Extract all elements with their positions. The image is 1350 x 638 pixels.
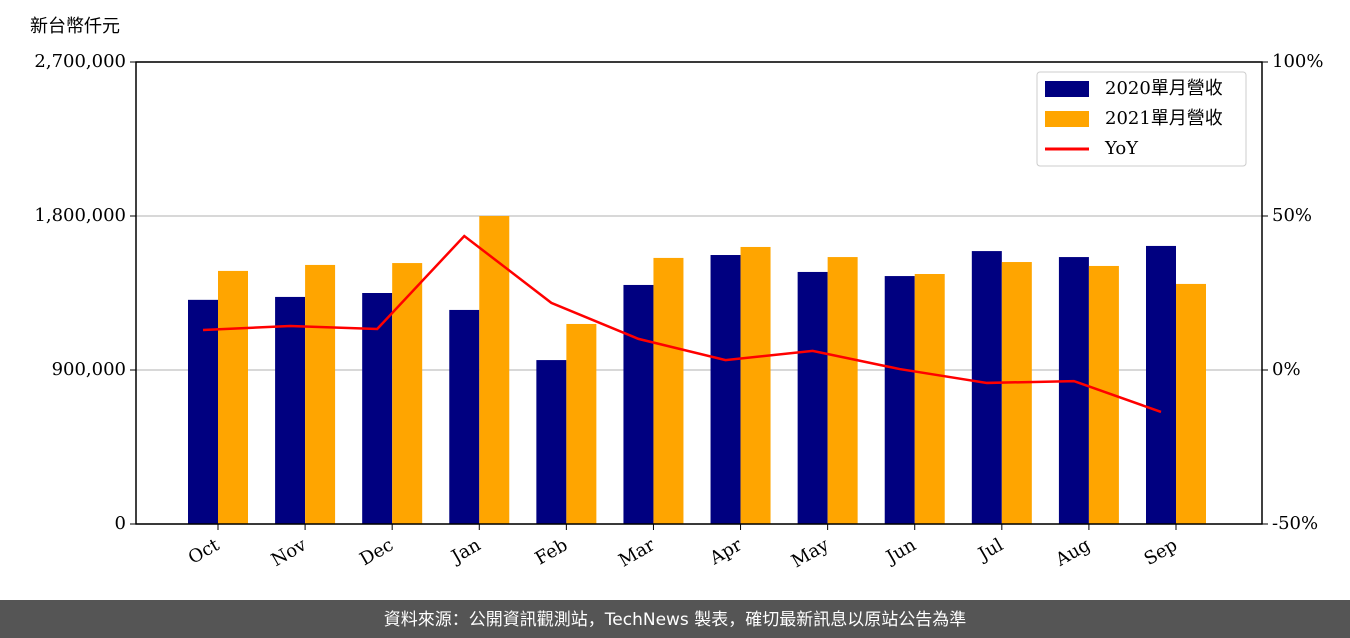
bar xyxy=(188,299,218,524)
x-tick-label: Apr xyxy=(705,534,745,569)
bar xyxy=(536,360,567,524)
bar xyxy=(971,251,1002,525)
legend-label: 2020單月營收 xyxy=(1105,78,1223,99)
y-axis-unit: 新台幣仟元 xyxy=(30,16,120,37)
x-tick-label: Feb xyxy=(532,534,572,569)
bar xyxy=(884,276,915,524)
bar xyxy=(1176,283,1206,524)
x-tick-label: Jul xyxy=(973,534,1007,566)
x-tick-label: Jan xyxy=(446,534,484,568)
y-tick-label: 0 xyxy=(115,513,126,534)
bar xyxy=(566,323,597,524)
bar xyxy=(827,257,858,524)
bar xyxy=(740,246,771,524)
bar xyxy=(1058,257,1089,524)
bar xyxy=(710,255,741,524)
footer-text: 資料來源：公開資訊觀測站，TechNews 製表，確切最新訊息以原站公告為準 xyxy=(384,610,966,630)
legend-label: 2021單月營收 xyxy=(1105,108,1223,129)
bar xyxy=(653,257,684,524)
y2-tick-label: -50% xyxy=(1272,513,1318,534)
x-tick-label: Mar xyxy=(615,534,659,571)
bar xyxy=(914,274,945,524)
y2-tick-label: 0% xyxy=(1272,359,1301,380)
legend-swatch xyxy=(1045,81,1089,97)
plot-frame xyxy=(135,61,1263,525)
bar xyxy=(623,284,654,524)
bar xyxy=(1146,245,1176,524)
legend-swatch xyxy=(1045,111,1089,127)
x-tick-label: Jun xyxy=(881,534,920,569)
x-tick-label: Sep xyxy=(1141,534,1181,569)
footer-bar xyxy=(0,600,1350,638)
y2-tick-label: 50% xyxy=(1272,205,1312,226)
bar xyxy=(449,309,480,524)
x-tick-label: Nov xyxy=(268,534,311,571)
bar xyxy=(1001,262,1032,524)
y2-tick-label: 100% xyxy=(1272,51,1323,72)
legend-box xyxy=(1036,71,1247,167)
bar xyxy=(797,271,828,524)
bar xyxy=(392,263,423,524)
yoy-line xyxy=(202,234,1162,414)
bar xyxy=(218,270,248,524)
legend-label: YoY xyxy=(1104,138,1139,159)
bar xyxy=(275,296,306,524)
x-tick-label: May xyxy=(788,534,833,572)
x-tick-label: Aug xyxy=(1051,534,1094,571)
x-tick-label: Dec xyxy=(356,534,397,570)
y-tick-label: 1,800,000 xyxy=(34,205,126,226)
bar xyxy=(305,264,336,524)
bar xyxy=(362,293,393,524)
y-tick-label: 900,000 xyxy=(52,359,126,380)
x-tick-label: Oct xyxy=(185,534,224,569)
y-tick-label: 2,700,000 xyxy=(34,51,126,72)
bar xyxy=(479,216,510,524)
